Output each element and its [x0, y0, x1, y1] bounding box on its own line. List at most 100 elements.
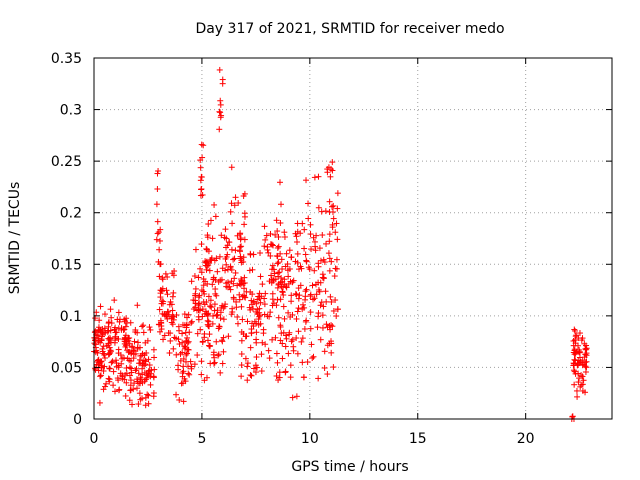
- data-point: [234, 320, 241, 327]
- data-point: [274, 228, 281, 235]
- data-point: [238, 303, 245, 310]
- data-point: [97, 303, 104, 310]
- data-point: [230, 295, 237, 302]
- data-point: [221, 303, 228, 310]
- data-point: [287, 362, 294, 369]
- data-point: [121, 326, 128, 333]
- data-point: [289, 311, 296, 318]
- data-point: [322, 288, 329, 295]
- data-point: [333, 256, 340, 263]
- data-point: [197, 177, 204, 184]
- data-point: [151, 354, 158, 361]
- data-point: [279, 266, 286, 273]
- data-point: [317, 279, 324, 286]
- data-point: [241, 221, 248, 228]
- data-point: [576, 354, 583, 361]
- data-point: [208, 304, 215, 311]
- data-point: [327, 293, 334, 300]
- data-point: [135, 339, 142, 346]
- data-point: [280, 291, 287, 298]
- data-point: [225, 239, 232, 246]
- data-point: [299, 306, 306, 313]
- data-point: [254, 306, 261, 313]
- data-point: [241, 236, 248, 243]
- data-point: [237, 230, 244, 237]
- data-point: [122, 323, 129, 330]
- data-point: [250, 305, 257, 312]
- data-point: [248, 372, 255, 379]
- data-point: [288, 338, 295, 345]
- data-point: [326, 231, 333, 238]
- data-point: [205, 262, 212, 269]
- data-point: [159, 274, 166, 281]
- data-point: [240, 254, 247, 261]
- data-point: [105, 342, 112, 349]
- data-point: [206, 342, 213, 349]
- data-point: [184, 334, 191, 341]
- data-point: [271, 270, 278, 277]
- data-point: [171, 268, 178, 275]
- data-point: [123, 315, 130, 322]
- data-point: [290, 277, 297, 284]
- data-point: [292, 258, 299, 265]
- data-point: [270, 242, 277, 249]
- data-point: [200, 142, 207, 149]
- data-point: [264, 243, 271, 250]
- data-point: [572, 370, 579, 377]
- data-point: [269, 290, 276, 297]
- data-point: [578, 381, 585, 388]
- data-point: [326, 267, 333, 274]
- data-point: [164, 291, 171, 298]
- data-point: [571, 327, 578, 334]
- data-point: [199, 339, 206, 346]
- data-point: [305, 200, 312, 207]
- data-point: [583, 345, 590, 352]
- data-point: [197, 157, 204, 164]
- data-point: [253, 336, 260, 343]
- data-point: [277, 219, 284, 226]
- data-point: [269, 262, 276, 269]
- data-point: [105, 327, 112, 334]
- data-point: [302, 251, 309, 258]
- y-tick-label: 0.25: [51, 154, 82, 170]
- data-point: [334, 205, 341, 212]
- data-point: [312, 281, 319, 288]
- data-point: [278, 201, 285, 208]
- data-point: [249, 301, 256, 308]
- data-point: [250, 365, 257, 372]
- data-point: [288, 292, 295, 299]
- data-point: [195, 274, 202, 281]
- data-point: [319, 274, 326, 281]
- data-point: [575, 357, 582, 364]
- data-point: [200, 282, 207, 289]
- data-point: [294, 250, 301, 257]
- data-point: [101, 325, 108, 332]
- data-point: [325, 250, 332, 257]
- data-point: [145, 400, 152, 407]
- data-point: [146, 362, 153, 369]
- data-point: [210, 276, 217, 283]
- data-point: [574, 393, 581, 400]
- data-point: [277, 337, 284, 344]
- data-point: [158, 287, 165, 294]
- data-point: [217, 114, 224, 121]
- data-point: [232, 247, 239, 254]
- data-point: [140, 357, 147, 364]
- data-point: [293, 393, 300, 400]
- data-point: [127, 377, 134, 384]
- data-point: [112, 324, 119, 331]
- data-point: [126, 397, 133, 404]
- data-point: [204, 234, 211, 241]
- data-point: [262, 236, 269, 243]
- data-point: [276, 374, 283, 381]
- data-point: [184, 350, 191, 357]
- data-point: [180, 363, 187, 370]
- data-point: [312, 247, 319, 254]
- data-point: [237, 244, 244, 251]
- data-point: [123, 370, 130, 377]
- data-point: [572, 340, 579, 347]
- data-point: [218, 232, 225, 239]
- data-point: [253, 329, 260, 336]
- data-point: [579, 373, 586, 380]
- data-point: [216, 108, 223, 115]
